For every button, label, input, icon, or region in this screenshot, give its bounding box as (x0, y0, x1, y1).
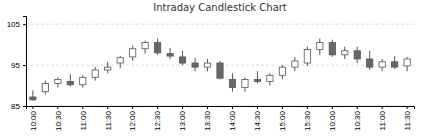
tick-mark (57, 106, 58, 109)
tick-label: 13:30 (203, 110, 212, 131)
candle-body (92, 70, 98, 77)
tick-mark (207, 106, 208, 109)
tick: 10:00 (29, 106, 38, 131)
tick-label: 15:30 (303, 110, 312, 131)
tick-label: 10:30 (54, 110, 63, 131)
tick: 11:00 (79, 106, 88, 130)
tick: 10:00 (328, 106, 337, 131)
candle-body (379, 62, 385, 67)
plot: 85 95 105 10:00 10:30 11:00 11:30 12:00 12:30 13:… (7, 17, 415, 132)
tick-label: 11:00 (378, 110, 387, 130)
tick-label: 13:00 (178, 110, 187, 131)
tick-label: 12:30 (153, 110, 162, 131)
tick: 85 (11, 102, 26, 111)
tick: 14:30 (253, 106, 262, 131)
tick: 11:00 (378, 106, 387, 130)
tick-label: 10:00 (328, 110, 337, 131)
tick: 105 (7, 20, 26, 29)
candle-body (155, 43, 161, 53)
candle-body (404, 59, 410, 66)
candle-body (392, 62, 398, 67)
candle-body (267, 75, 273, 81)
tick-label: 11:30 (403, 110, 412, 130)
candle-body (80, 77, 86, 84)
candle-body (179, 57, 185, 63)
candle-body (304, 50, 310, 64)
tick-mark (232, 106, 233, 109)
tick-mark (23, 24, 26, 25)
candle-body (342, 51, 348, 55)
tick-label: 85 (11, 102, 20, 111)
tick-mark (32, 106, 33, 109)
candle-body (367, 59, 373, 67)
tick-label: 105 (7, 20, 21, 29)
candle-body (192, 63, 198, 67)
tick: 12:30 (153, 106, 162, 131)
tick: 13:00 (178, 106, 187, 131)
candle-body (55, 79, 61, 83)
candle-body (292, 61, 298, 67)
tick-mark (132, 106, 133, 109)
candle-body (279, 67, 285, 75)
tick: 15:00 (278, 106, 287, 131)
candles (30, 39, 411, 101)
tick-mark (382, 106, 383, 109)
candle-body (204, 63, 210, 67)
candle-body (354, 51, 360, 59)
tick-label: 14:30 (253, 110, 262, 131)
candle-body (142, 43, 148, 49)
tick-mark (82, 106, 83, 109)
tick-label: 10:00 (29, 110, 38, 131)
tick-label: 10:30 (353, 110, 362, 131)
tick: 14:00 (228, 106, 237, 131)
candle-body (242, 79, 248, 87)
tick: 11:30 (104, 106, 113, 130)
tick-label: 14:00 (228, 110, 237, 131)
y-axis: 85 95 105 (7, 17, 27, 112)
tick-mark (107, 106, 108, 109)
candle-body (105, 67, 111, 70)
candle-body (217, 63, 223, 78)
tick-label: 12:00 (128, 110, 137, 131)
chart: Intraday Candlestick Chart859510510:0010… (0, 0, 422, 138)
tick-mark (307, 106, 308, 109)
tick: 13:30 (203, 106, 212, 131)
axis-line (27, 107, 415, 110)
tick: 95 (11, 61, 26, 70)
tick-mark (182, 106, 183, 109)
tick-mark (282, 106, 283, 109)
candle-body (67, 81, 73, 84)
tick-label: 11:00 (79, 110, 88, 130)
tick-label: 95 (11, 61, 20, 70)
candle-body (117, 58, 123, 63)
candle-body (329, 43, 335, 55)
candle-body (30, 97, 36, 100)
tick-mark (23, 106, 26, 107)
tick-label: 11:30 (104, 110, 113, 130)
candle-body (130, 49, 136, 57)
tick: 12:00 (128, 106, 137, 131)
candle-body (167, 54, 173, 56)
grid (26, 24, 414, 106)
tick: 10:30 (353, 106, 362, 131)
grid-line (26, 24, 414, 25)
tick: 10:30 (54, 106, 63, 131)
x-axis: 10:00 10:30 11:00 11:30 12:00 12:30 13:00 13:30… (27, 106, 415, 131)
tick-mark (257, 106, 258, 109)
tick-mark (357, 106, 358, 109)
tick-mark (157, 106, 158, 109)
tick: 11:30 (403, 106, 412, 130)
tick: 15:30 (303, 106, 312, 131)
candle-body (254, 79, 260, 81)
tick-mark (23, 65, 26, 66)
candle-body (229, 79, 235, 87)
tick-mark (407, 106, 408, 109)
tick-mark (332, 106, 333, 109)
candle-body (42, 84, 48, 92)
candle-body (317, 43, 323, 50)
title: Intraday Candlestick Chart (153, 2, 287, 13)
axis-line (23, 17, 27, 107)
tick-label: 15:00 (278, 110, 287, 131)
